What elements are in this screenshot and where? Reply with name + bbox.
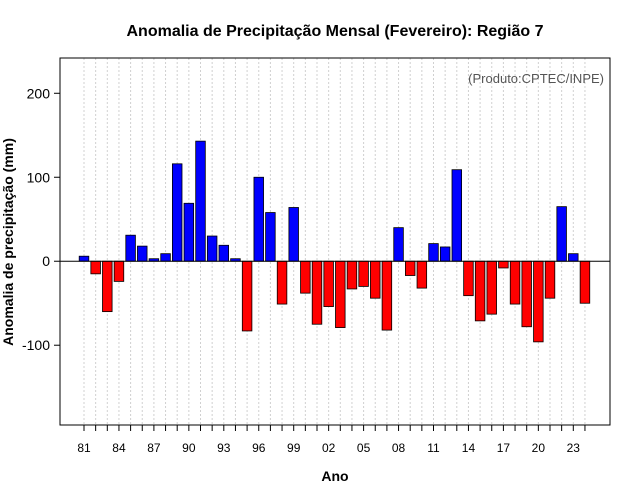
x-tick-label: 08 bbox=[392, 441, 406, 455]
bar-1997 bbox=[265, 212, 276, 262]
bar-1985 bbox=[125, 234, 136, 262]
vertical-gridlines bbox=[83, 58, 586, 425]
plot-frame bbox=[59, 57, 611, 426]
bar-1993 bbox=[218, 244, 230, 262]
bar-2014 bbox=[463, 260, 474, 297]
bar-2006 bbox=[370, 260, 381, 299]
bar-2018 bbox=[509, 260, 521, 305]
bar-1992 bbox=[206, 235, 218, 262]
x-tick-label: 84 bbox=[112, 441, 126, 455]
y-tick-label: 0 bbox=[42, 253, 50, 269]
bar-1990 bbox=[183, 202, 195, 262]
y-axis-title: Anomalia de precipitação (mm) bbox=[0, 138, 16, 346]
bar-2012 bbox=[439, 246, 451, 262]
x-tick-label: 93 bbox=[217, 441, 231, 455]
bar-2022 bbox=[556, 206, 567, 262]
x-tick-label: 96 bbox=[252, 441, 266, 455]
bar-1991 bbox=[195, 140, 206, 262]
bar-1998 bbox=[276, 260, 288, 305]
bar-1986 bbox=[137, 245, 148, 262]
x-tick-label: 90 bbox=[182, 441, 196, 455]
x-tick-label: 20 bbox=[532, 441, 546, 455]
bar-2013 bbox=[451, 169, 463, 262]
y-axis: -100 0 100 200 bbox=[22, 85, 60, 353]
bar-2004 bbox=[346, 260, 358, 290]
bar-2015 bbox=[474, 260, 486, 322]
x-tick-label: 87 bbox=[147, 441, 161, 455]
bar-1996 bbox=[253, 176, 264, 262]
credit-text: (Produto:CPTEC/INPE) bbox=[468, 71, 604, 86]
bar-2020 bbox=[533, 260, 544, 343]
y-tick-label: -100 bbox=[22, 337, 50, 353]
bar-2000 bbox=[300, 260, 311, 294]
x-tick-label: 99 bbox=[287, 441, 301, 455]
x-tick-label: 14 bbox=[462, 441, 476, 455]
bar-2019 bbox=[521, 260, 532, 328]
bar-1989 bbox=[171, 163, 183, 262]
x-tick-label: 17 bbox=[497, 441, 511, 455]
bar-2009 bbox=[404, 260, 416, 276]
bar-1999 bbox=[288, 207, 299, 262]
bar-2023 bbox=[568, 253, 579, 262]
bar-2007 bbox=[381, 260, 393, 331]
x-tick-label: 11 bbox=[427, 441, 440, 455]
bar-2016 bbox=[486, 260, 497, 315]
bar-1983 bbox=[102, 260, 113, 313]
bar-2003 bbox=[335, 260, 346, 328]
bar-2002 bbox=[323, 260, 334, 307]
bar-2024 bbox=[579, 260, 591, 304]
chart-title: Anomalia de Precipitação Mensal (Feverei… bbox=[126, 23, 543, 40]
bar-1982 bbox=[90, 260, 101, 275]
x-axis: 81 84 87 90 93 96 99 02 05 08 11 14 17 20 23 bbox=[77, 425, 586, 455]
bar-1995 bbox=[241, 260, 253, 332]
x-tick-label: 05 bbox=[357, 441, 371, 455]
bar-2001 bbox=[311, 260, 323, 325]
y-tick-label: 100 bbox=[27, 169, 51, 185]
bar-2011 bbox=[428, 243, 439, 262]
bar-2008 bbox=[393, 227, 404, 262]
y-tick-label: 200 bbox=[27, 85, 51, 101]
x-tick-label: 23 bbox=[567, 441, 581, 455]
x-tick-label: 81 bbox=[77, 441, 91, 455]
bar-1981 bbox=[78, 255, 90, 262]
x-tick-label: 02 bbox=[322, 441, 336, 455]
bar-2017 bbox=[498, 260, 509, 269]
bar-2005 bbox=[358, 260, 369, 287]
bar-1988 bbox=[160, 253, 171, 262]
bar-1984 bbox=[113, 260, 125, 282]
bar-2021 bbox=[544, 260, 556, 299]
x-axis-title: Ano bbox=[321, 468, 348, 484]
bar-series bbox=[78, 140, 591, 343]
bar-2010 bbox=[416, 260, 428, 289]
